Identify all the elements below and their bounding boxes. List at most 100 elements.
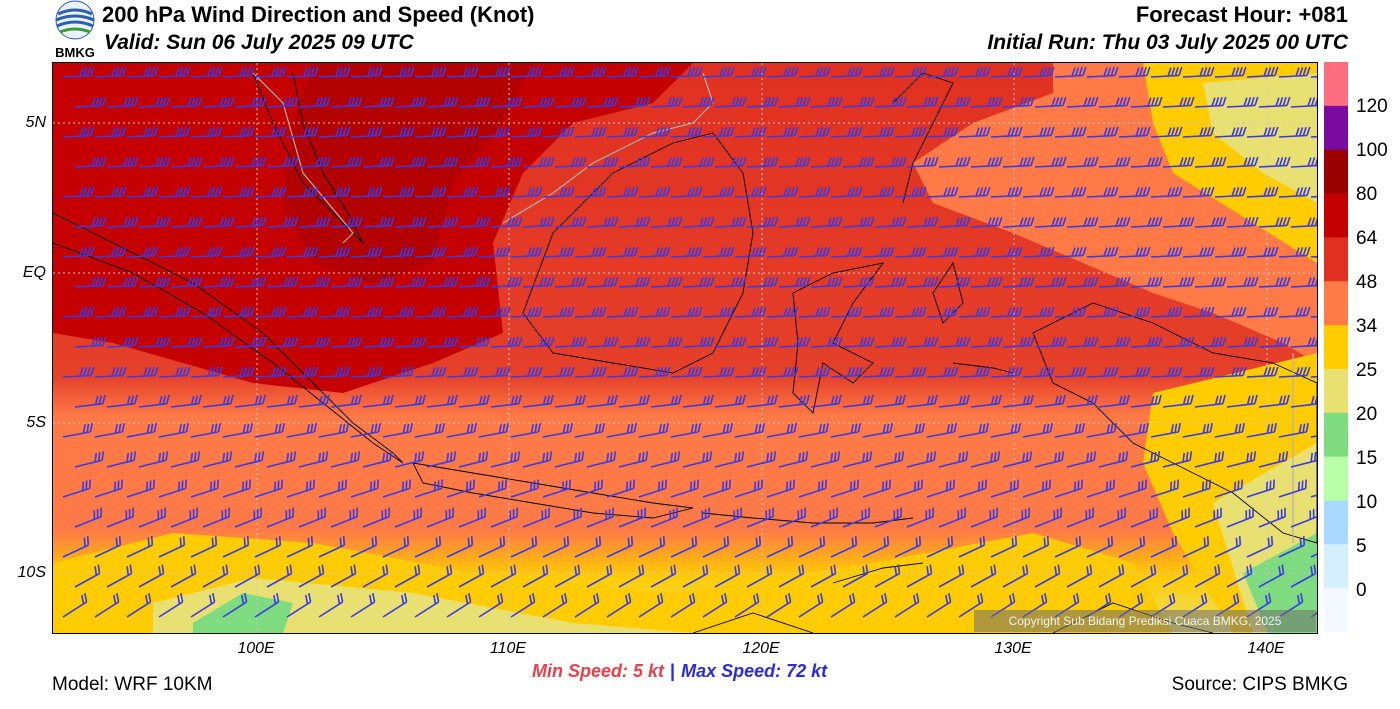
wind-barb xyxy=(810,276,843,288)
wind-barb xyxy=(1022,126,1055,138)
wind-barb xyxy=(926,536,954,558)
wind-barb xyxy=(1226,336,1259,348)
wind-barb xyxy=(458,96,491,108)
wind-barb xyxy=(542,366,575,378)
wind-barb xyxy=(254,479,283,498)
wind-barb xyxy=(158,592,184,618)
colorbar-swatch xyxy=(1324,281,1348,326)
wind-barb xyxy=(1150,66,1183,78)
wind-barb xyxy=(522,394,554,408)
wind-barb xyxy=(1214,126,1247,138)
colorbar-label-25: 25 xyxy=(1356,360,1378,381)
wind-barb xyxy=(190,592,216,618)
wind-barb xyxy=(414,246,447,258)
wind-barb xyxy=(778,394,810,408)
wind-barb xyxy=(158,479,187,498)
wind-barb xyxy=(958,536,986,558)
wind-barb xyxy=(1098,276,1131,288)
wind-barb xyxy=(618,394,650,408)
wind-barb xyxy=(970,451,1001,468)
wind-barb xyxy=(906,507,934,528)
wind-barb xyxy=(74,96,107,108)
wind-barb xyxy=(746,336,779,348)
map-canvas xyxy=(53,63,1317,633)
speed-south-20-25 xyxy=(153,578,693,633)
wind-barb xyxy=(1034,96,1067,108)
wind-barb xyxy=(830,422,861,438)
wind-barb xyxy=(1002,216,1035,228)
lat-label-5s: 5S xyxy=(26,414,46,431)
wind-barb xyxy=(830,536,858,558)
wind-barb xyxy=(394,564,421,588)
wind-barb xyxy=(222,536,250,558)
wind-barb xyxy=(1290,395,1317,408)
wind-barb xyxy=(382,366,415,378)
speed-separator: | xyxy=(670,661,676,681)
wind-barb xyxy=(874,394,906,408)
wind-barb xyxy=(574,126,607,138)
lat-label-eq: EQ xyxy=(22,264,46,281)
wind-barb xyxy=(554,507,582,528)
wind-barb xyxy=(74,216,107,228)
wind-barb xyxy=(318,186,351,198)
wind-barb xyxy=(606,479,635,498)
wind-barb xyxy=(1022,536,1050,558)
wind-barb xyxy=(606,186,639,198)
wind-barb xyxy=(894,366,927,378)
wind-barb xyxy=(1214,479,1243,498)
wind-barb xyxy=(682,216,715,228)
wind-barb xyxy=(74,394,106,408)
wind-barb xyxy=(1022,246,1055,258)
wind-barb xyxy=(958,66,991,78)
wind-barb xyxy=(266,394,298,408)
wind-barb xyxy=(1086,479,1115,498)
wind-barb xyxy=(1214,246,1247,258)
wind-barb xyxy=(414,536,442,558)
wind-barb xyxy=(222,592,248,618)
wind-barb xyxy=(74,276,107,288)
wind-barb xyxy=(74,156,107,168)
wind-barb xyxy=(222,306,255,318)
wind-barb xyxy=(510,366,543,378)
wind-barb xyxy=(126,536,154,558)
wind-barb xyxy=(330,276,363,288)
wind-barb xyxy=(778,96,811,108)
wind-barb xyxy=(638,479,667,498)
wind-barb xyxy=(1054,366,1087,378)
wind-barb xyxy=(94,126,127,138)
wind-barb xyxy=(522,451,553,468)
wind-barb xyxy=(350,422,381,438)
wind-barb xyxy=(1130,507,1158,528)
wind-barb xyxy=(234,451,265,468)
wind-barb xyxy=(746,451,777,468)
wind-barb xyxy=(574,66,607,78)
wind-barb xyxy=(682,394,714,408)
wind-barb xyxy=(650,156,683,168)
wind-barb xyxy=(158,306,191,318)
valid-time: Valid: Sun 06 July 2025 09 UTC xyxy=(104,31,414,54)
wind-barb xyxy=(938,96,971,108)
wind-barb xyxy=(1022,366,1055,378)
wind-barb xyxy=(522,96,555,108)
wind-barb xyxy=(830,66,863,78)
wind-barb xyxy=(618,276,651,288)
wind-barb xyxy=(1182,306,1215,318)
wind-barb xyxy=(234,276,267,288)
wind-barb xyxy=(638,246,671,258)
wind-barb xyxy=(1214,536,1242,558)
wind-barb xyxy=(1214,66,1247,78)
colorbar-swatch xyxy=(1324,62,1348,107)
wind-barb xyxy=(1226,96,1259,108)
wind-barb xyxy=(318,422,349,438)
wind-barb xyxy=(586,156,619,168)
wind-barb xyxy=(1034,216,1067,228)
wind-barb xyxy=(650,216,683,228)
wind-barb xyxy=(874,216,907,228)
wind-barb xyxy=(906,96,939,108)
wind-barb xyxy=(74,336,107,348)
wind-barb xyxy=(510,66,543,78)
wind-barb xyxy=(446,536,474,558)
wind-barb xyxy=(766,536,794,558)
wind-barb xyxy=(138,564,165,588)
wind-barb xyxy=(126,592,152,618)
